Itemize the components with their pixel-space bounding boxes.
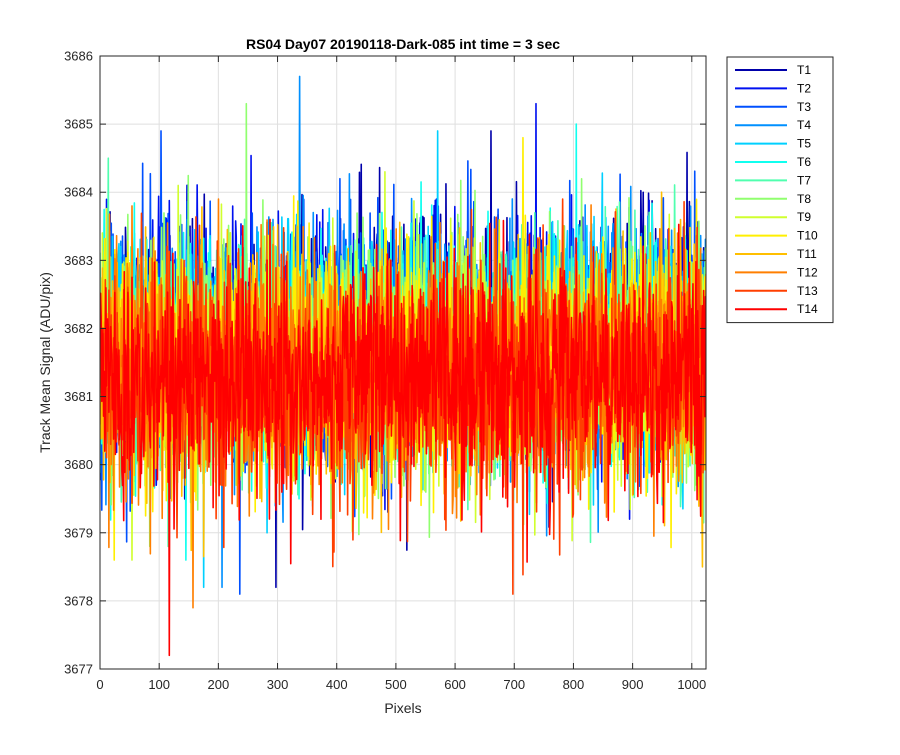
series-line-t14 xyxy=(100,218,706,657)
y-tick-label: 3679 xyxy=(64,525,93,540)
y-tick-label: 3682 xyxy=(64,321,93,336)
legend-entry-t1[interactable]: T1 xyxy=(735,63,811,77)
axes-box xyxy=(99,55,707,670)
y-tick-label: 3677 xyxy=(64,662,93,677)
x-axis-title: Pixels xyxy=(384,700,421,716)
legend-label: T4 xyxy=(797,118,811,132)
legend-entry-t3[interactable]: T3 xyxy=(735,100,811,114)
x-tick-label: 0 xyxy=(96,677,103,692)
x-tick-label: 300 xyxy=(267,677,289,692)
legend-label: T1 xyxy=(797,63,811,77)
y-tick-label: 3686 xyxy=(64,49,93,64)
ticks: 0 100 200 300 400 500 600 700 800 900 1000 3677 3678… xyxy=(64,49,706,693)
x-tick-label: 800 xyxy=(563,677,585,692)
x-tick-label: 1000 xyxy=(677,677,706,692)
legend-label: T9 xyxy=(797,210,811,224)
legend-label: T11 xyxy=(797,247,817,261)
y-tick-label: 3684 xyxy=(64,185,93,200)
legend-entry-t9[interactable]: T9 xyxy=(735,210,811,224)
legend-label: T10 xyxy=(797,229,818,243)
x-tick-label: 400 xyxy=(326,677,348,692)
y-tick-label: 3681 xyxy=(64,389,93,404)
y-tick-label: 3685 xyxy=(64,117,93,132)
y-tick-label: 3678 xyxy=(64,593,93,608)
legend-entry-t11[interactable]: T11 xyxy=(735,247,817,261)
legend-entry-t7[interactable]: T7 xyxy=(735,173,811,187)
legend-entry-t12[interactable]: T12 xyxy=(735,265,818,279)
legend-label: T14 xyxy=(797,302,818,316)
legend-entry-t4[interactable]: T4 xyxy=(735,118,811,132)
legend-label: T8 xyxy=(797,192,811,206)
legend-label: T3 xyxy=(797,100,811,114)
legend-label: T5 xyxy=(797,137,811,151)
x-tick-label: 700 xyxy=(503,677,525,692)
series-lines xyxy=(100,75,706,657)
legend-label: T7 xyxy=(797,173,811,187)
legend-entry-t5[interactable]: T5 xyxy=(735,137,811,151)
legend-entry-t13[interactable]: T13 xyxy=(735,284,818,298)
chart-title: RS04 Day07 20190118-Dark-085 int time = … xyxy=(246,36,560,52)
legend-entry-t2[interactable]: T2 xyxy=(735,81,811,95)
legend-label: T12 xyxy=(797,265,818,279)
legend-entry-t14[interactable]: T14 xyxy=(735,302,818,316)
y-tick-label: 3683 xyxy=(64,253,93,268)
legend-entry-t6[interactable]: T6 xyxy=(735,155,811,169)
legend-entry-t10[interactable]: T10 xyxy=(735,229,818,243)
legend[interactable]: T1 T2 T3 T4 T5 T6 T7 T8 T9 T10 T11 T12 T13 T14 xyxy=(726,56,834,324)
legend-label: T13 xyxy=(797,284,818,298)
x-tick-label: 200 xyxy=(208,677,230,692)
x-tick-label: 100 xyxy=(148,677,170,692)
legend-entry-t8[interactable]: T8 xyxy=(735,192,811,206)
x-tick-label: 900 xyxy=(622,677,644,692)
y-axis-title: Track Mean Signal (ADU/pix) xyxy=(37,272,53,453)
legend-label: T2 xyxy=(797,81,811,95)
legend-box xyxy=(726,56,834,324)
x-tick-label: 600 xyxy=(444,677,466,692)
legend-label: T6 xyxy=(797,155,811,169)
y-tick-label: 3680 xyxy=(64,457,93,472)
x-tick-label: 500 xyxy=(385,677,407,692)
